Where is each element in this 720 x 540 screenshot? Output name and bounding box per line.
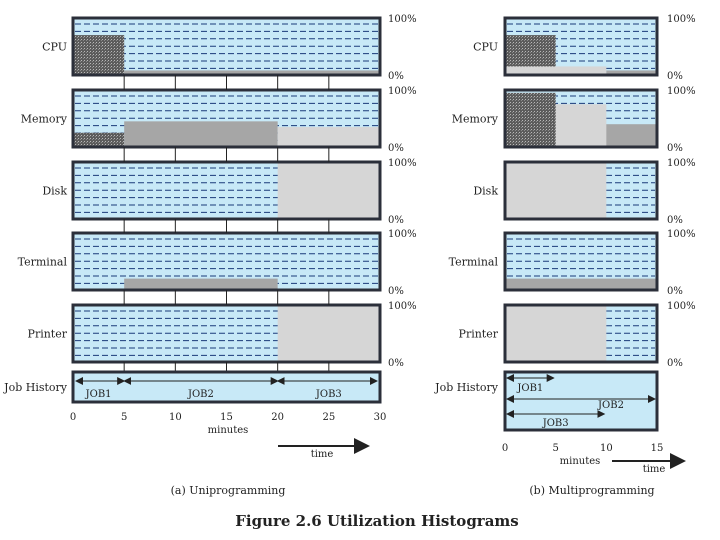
x-tick-label: 0 xyxy=(70,412,76,423)
utilization-bar-printer xyxy=(277,305,380,362)
percent-0-label: 0% xyxy=(667,215,683,226)
resource-label-printer: Printer xyxy=(28,328,68,341)
resource-label-printer: Printer xyxy=(459,328,499,341)
resource-label-cpu: CPU xyxy=(42,41,67,54)
utilization-bar-memory xyxy=(277,127,380,147)
percent-100-label: 100% xyxy=(388,86,417,97)
utilization-bar-cpu xyxy=(606,70,657,75)
resource-label-memory: Memory xyxy=(21,113,68,126)
panel-memory: Memory 100% 0% xyxy=(21,86,417,154)
percent-0-label: 0% xyxy=(388,358,404,369)
uniprogramming-chart: CPU100%0%Memory100%0%Disk100%0%Terminal1… xyxy=(3,14,416,460)
x-tick-label: 15 xyxy=(651,443,664,454)
job-history: Job History JOB1 JOB2 JOB3 xyxy=(434,370,659,432)
panel-frame xyxy=(503,16,659,77)
utilization-bar-memory xyxy=(505,92,556,147)
panel-disk: Disk 100% 0% xyxy=(473,158,695,226)
subtitle-uniprogramming: (a) Uniprogramming xyxy=(171,484,286,497)
x-axis: 0 5 10 15 minutes time xyxy=(502,443,686,475)
percent-100-label: 100% xyxy=(667,301,696,312)
job-history-label: Job History xyxy=(3,381,68,394)
percent-100-label: 100% xyxy=(388,229,417,240)
job-label-job2: JOB2 xyxy=(597,400,624,411)
job-label-job3: JOB3 xyxy=(315,389,342,400)
panel-frame xyxy=(503,231,659,292)
percent-0-label: 0% xyxy=(388,215,404,226)
utilization-bar-disk xyxy=(505,162,607,219)
utilization-bar-cpu xyxy=(73,35,125,75)
panel-terminal: Terminal 100% 0% xyxy=(449,229,696,297)
job-label-job3: JOB3 xyxy=(542,418,569,429)
panel-printer: Printer 100% 0% xyxy=(459,301,696,369)
time-label: time xyxy=(643,464,666,475)
x-tick-label: 5 xyxy=(121,412,127,423)
job-label-job1: JOB1 xyxy=(85,389,112,400)
percent-100-label: 100% xyxy=(388,14,417,25)
resource-label-memory: Memory xyxy=(452,113,499,126)
resource-label-disk: Disk xyxy=(473,185,498,198)
percent-100-label: 100% xyxy=(388,158,417,169)
utilization-bar-cpu xyxy=(124,70,381,75)
percent-0-label: 0% xyxy=(388,143,404,154)
percent-0-label: 0% xyxy=(388,286,404,297)
panel-cpu: CPU 100% 0% xyxy=(42,14,417,82)
x-tick-label: 25 xyxy=(322,412,335,423)
panel-printer: Printer 100% 0% xyxy=(28,301,417,369)
utilization-bar-terminal xyxy=(505,278,657,290)
x-axis-label: minutes xyxy=(560,456,601,467)
x-tick-label: 0 xyxy=(502,443,508,454)
subtitle-multiprogramming: (b) Multiprogramming xyxy=(529,484,654,497)
percent-0-label: 0% xyxy=(667,71,683,82)
utilization-bar-printer xyxy=(505,305,607,362)
utilization-bar-memory xyxy=(124,121,278,147)
x-tick-label: 10 xyxy=(600,443,613,454)
panel-frame xyxy=(503,303,659,364)
job-history-label: Job History xyxy=(434,381,499,394)
x-tick-label: 5 xyxy=(552,443,558,454)
percent-0-label: 0% xyxy=(388,71,404,82)
resource-label-cpu: CPU xyxy=(473,41,498,54)
panel-terminal: Terminal 100% 0% xyxy=(18,229,417,297)
percent-100-label: 100% xyxy=(667,86,696,97)
job-label-job2: JOB2 xyxy=(187,389,214,400)
job-history-box xyxy=(503,370,659,432)
percent-0-label: 0% xyxy=(667,143,683,154)
x-tick-label: 20 xyxy=(271,412,284,423)
percent-0-label: 0% xyxy=(667,358,683,369)
panel-frame xyxy=(503,160,659,221)
panel-disk: Disk 100% 0% xyxy=(42,158,416,226)
percent-100-label: 100% xyxy=(667,229,696,240)
x-axis: 0 5 10 15 20 25 30 minutes time xyxy=(70,412,387,460)
percent-0-label: 0% xyxy=(667,286,683,297)
panel-memory: Memory 100% 0% xyxy=(452,86,696,154)
time-label: time xyxy=(311,449,334,460)
multiprogramming-chart: CPU100%0%Memory100%0%Disk100%0%Terminal1… xyxy=(434,14,695,475)
x-axis-label: minutes xyxy=(208,425,249,436)
resource-label-terminal: Terminal xyxy=(18,256,68,269)
utilization-bar-cpu xyxy=(505,66,607,75)
utilization-bar-memory xyxy=(73,132,125,147)
percent-100-label: 100% xyxy=(667,14,696,25)
x-tick-label: 10 xyxy=(169,412,182,423)
job-label-job1: JOB1 xyxy=(516,383,543,394)
resource-label-terminal: Terminal xyxy=(449,256,499,269)
utilization-bar-terminal xyxy=(124,278,278,290)
panel-frame xyxy=(503,88,659,149)
x-tick-label: 30 xyxy=(374,412,387,423)
utilization-bar-disk xyxy=(277,162,380,219)
resource-label-disk: Disk xyxy=(42,185,67,198)
figure-title: Figure 2.6 Utilization Histograms xyxy=(235,512,519,530)
percent-100-label: 100% xyxy=(667,158,696,169)
percent-100-label: 100% xyxy=(388,301,417,312)
panel-cpu: CPU 100% 0% xyxy=(473,14,696,82)
job-history: Job History JOB1 JOB2 JOB3 xyxy=(3,370,382,404)
x-tick-label: 15 xyxy=(220,412,233,423)
